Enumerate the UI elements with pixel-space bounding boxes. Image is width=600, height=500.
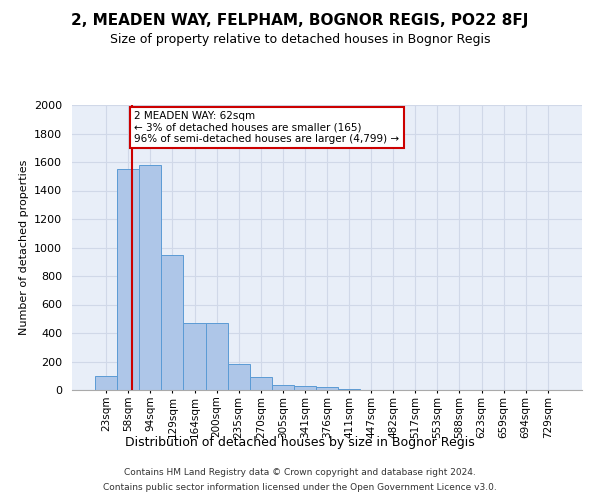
- Bar: [206, 323, 227, 390]
- Bar: [272, 385, 294, 390]
- Text: Contains HM Land Registry data © Crown copyright and database right 2024.: Contains HM Land Registry data © Crown c…: [124, 468, 476, 477]
- Y-axis label: Number of detached properties: Number of detached properties: [19, 160, 29, 335]
- Bar: [227, 364, 250, 390]
- Text: Distribution of detached houses by size in Bognor Regis: Distribution of detached houses by size …: [125, 436, 475, 449]
- Bar: [294, 386, 316, 390]
- Text: Size of property relative to detached houses in Bognor Regis: Size of property relative to detached ho…: [110, 32, 490, 46]
- Bar: [250, 377, 272, 390]
- Bar: [139, 165, 161, 390]
- Bar: [184, 323, 206, 390]
- Text: 2, MEADEN WAY, FELPHAM, BOGNOR REGIS, PO22 8FJ: 2, MEADEN WAY, FELPHAM, BOGNOR REGIS, PO…: [71, 12, 529, 28]
- Text: 2 MEADEN WAY: 62sqm
← 3% of detached houses are smaller (165)
96% of semi-detach: 2 MEADEN WAY: 62sqm ← 3% of detached hou…: [134, 110, 400, 144]
- Bar: [161, 254, 184, 390]
- Text: Contains public sector information licensed under the Open Government Licence v3: Contains public sector information licen…: [103, 483, 497, 492]
- Bar: [316, 387, 338, 390]
- Bar: [95, 376, 117, 390]
- Bar: [338, 389, 360, 390]
- Bar: [117, 169, 139, 390]
